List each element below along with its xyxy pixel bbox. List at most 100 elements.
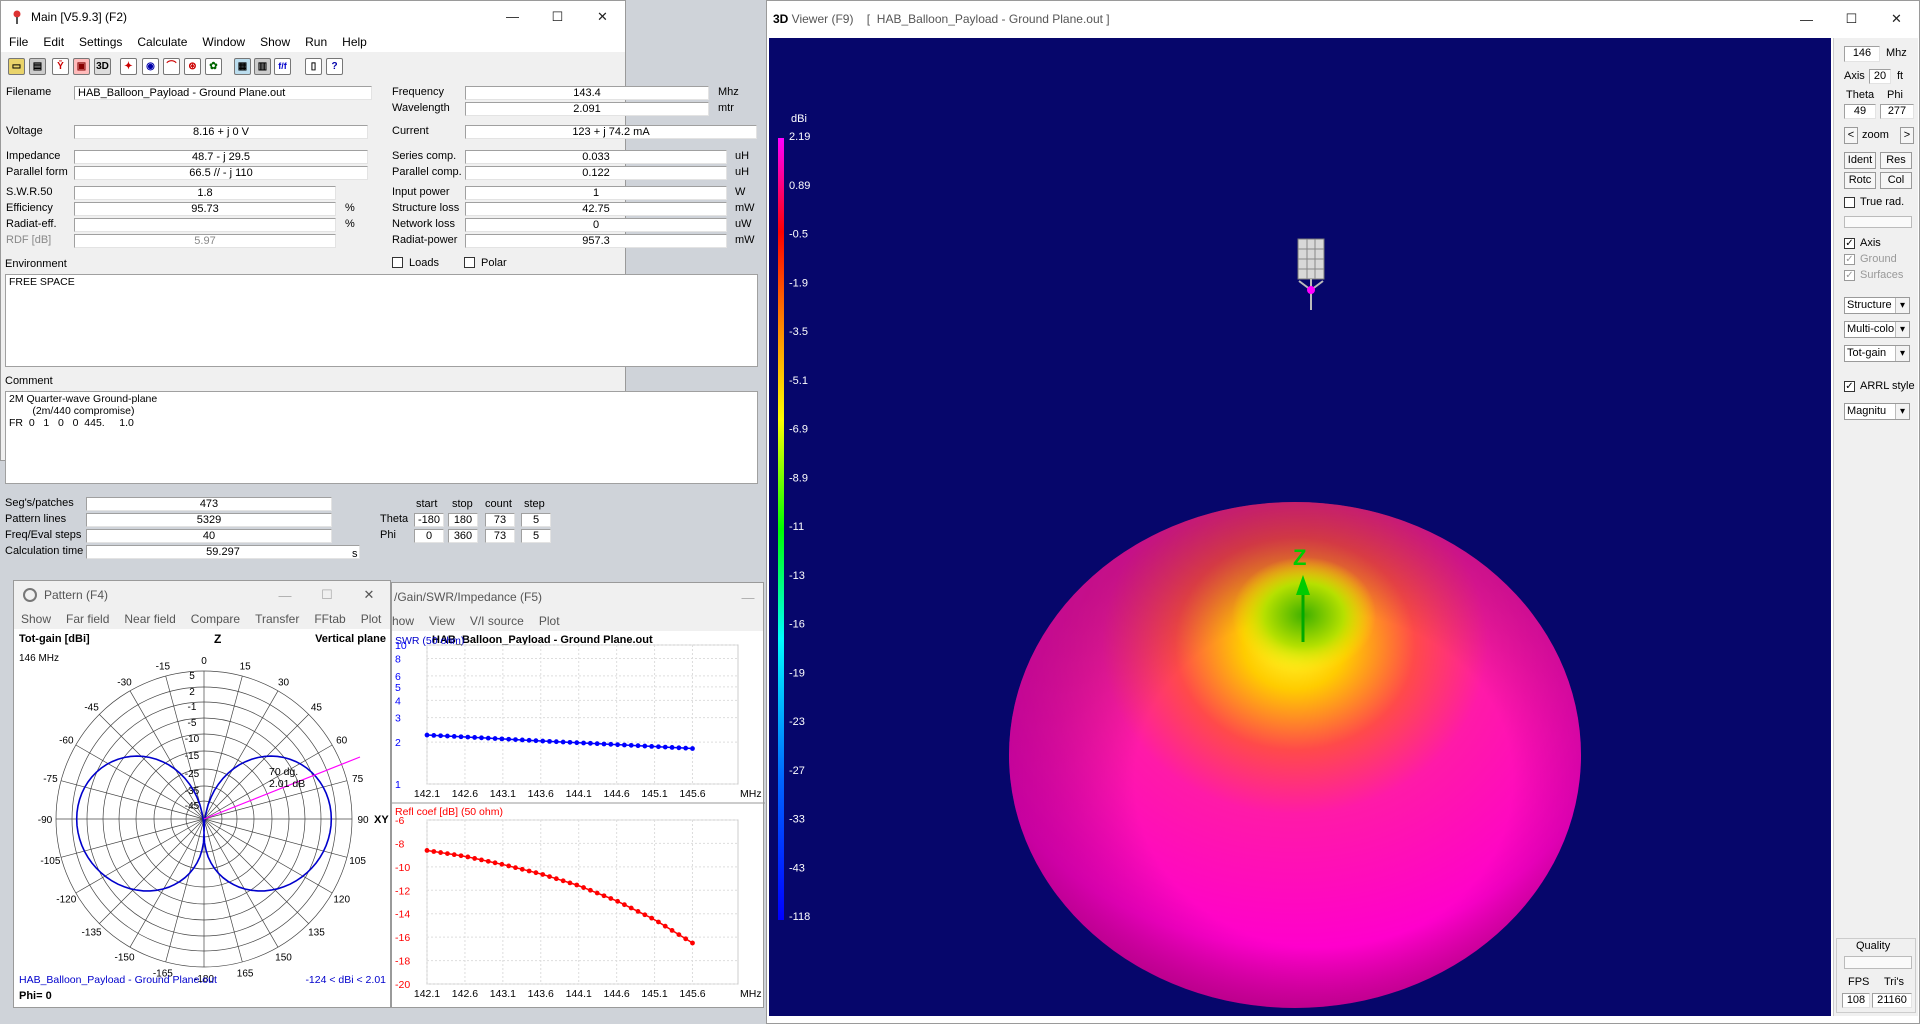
export-icon[interactable]: ▥ bbox=[254, 58, 271, 75]
close-icon[interactable]: ✕ bbox=[597, 8, 608, 24]
calculator-icon[interactable]: ▦ bbox=[234, 58, 251, 75]
polar-angle-label: -15 bbox=[156, 661, 171, 672]
theta-count[interactable]: 73 bbox=[485, 513, 515, 527]
menu-far-field[interactable]: Far field bbox=[66, 612, 110, 626]
arrl-style-label: ARRL style bbox=[1860, 380, 1915, 392]
data-point bbox=[445, 851, 450, 857]
save-icon[interactable]: ▤ bbox=[29, 58, 46, 75]
minimize-icon[interactable]: — bbox=[506, 9, 519, 24]
minimize-icon[interactable]: — bbox=[278, 587, 292, 603]
menu-show[interactable]: Show bbox=[21, 612, 52, 626]
swr-plot[interactable]: HAB_Balloon_Payload - Ground Plane.out S… bbox=[392, 629, 765, 1007]
structure-select[interactable]: Structure bbox=[1844, 297, 1910, 314]
phi-view-input[interactable]: 277 bbox=[1880, 104, 1914, 119]
polar-angle-label: -105 bbox=[40, 856, 60, 867]
axis-size-input[interactable]: 20 bbox=[1869, 69, 1891, 84]
quality-slider[interactable] bbox=[1844, 956, 1912, 969]
surfaces-checkbox[interactable]: ✓ bbox=[1844, 270, 1855, 281]
minimize-icon[interactable]: — bbox=[741, 589, 755, 605]
current-label: Current bbox=[392, 125, 429, 137]
menu-show[interactable]: Show bbox=[260, 35, 291, 49]
theta-view-input[interactable]: 49 bbox=[1844, 104, 1876, 119]
y-tick-label: 4 bbox=[395, 695, 401, 707]
menu-vi-source[interactable]: V/I source bbox=[469, 614, 524, 628]
minimize-icon[interactable]: — bbox=[1800, 11, 1813, 27]
phi-start[interactable]: 0 bbox=[414, 529, 444, 543]
menu-transfer[interactable]: Transfer bbox=[255, 612, 300, 626]
menu-plot[interactable]: Plot bbox=[538, 614, 560, 628]
phi-stop[interactable]: 360 bbox=[448, 529, 478, 543]
smith-icon[interactable]: ✿ bbox=[205, 58, 222, 75]
network-loss-unit: uW bbox=[735, 218, 752, 230]
axis-checkbox[interactable]: ✓ bbox=[1844, 238, 1855, 249]
data-point bbox=[485, 735, 491, 741]
view-icon[interactable]: ✦ bbox=[120, 58, 137, 75]
menu-plot[interactable]: Plot bbox=[360, 612, 382, 626]
freq-input[interactable]: 146 bbox=[1844, 46, 1880, 62]
pattern-icon[interactable]: ⌒ bbox=[163, 58, 180, 75]
3d-icon[interactable]: 3D bbox=[94, 58, 111, 75]
environment-textarea[interactable]: FREE SPACE bbox=[5, 274, 758, 367]
gain-type-select[interactable]: Tot-gain bbox=[1844, 345, 1910, 362]
phi-count[interactable]: 73 bbox=[485, 529, 515, 543]
compare-icon[interactable]: ⊛ bbox=[184, 58, 201, 75]
menu-show[interactable]: how bbox=[392, 614, 415, 628]
loads-checkbox[interactable] bbox=[392, 257, 403, 268]
zoom-in-button[interactable]: > bbox=[1900, 127, 1914, 144]
maximize-icon[interactable]: ☐ bbox=[551, 8, 564, 24]
scale-tick-label: -5.1 bbox=[789, 375, 808, 387]
zoom-out-button[interactable]: < bbox=[1844, 127, 1858, 144]
series-line bbox=[426, 849, 693, 944]
open-icon[interactable]: ▭ bbox=[8, 58, 25, 75]
ident-button[interactable]: Ident bbox=[1844, 152, 1876, 169]
col-button[interactable]: Col bbox=[1880, 172, 1912, 189]
menu-fftab[interactable]: FFtab bbox=[314, 612, 346, 626]
res-button[interactable]: Res bbox=[1880, 152, 1912, 169]
ground-checkbox[interactable]: ✓ bbox=[1844, 254, 1855, 265]
polar-angle-label: -30 bbox=[117, 677, 132, 688]
main-titlebar: Main [V5.9.3] (F2) — ☐ ✕ bbox=[1, 1, 625, 32]
theta-stop[interactable]: 180 bbox=[448, 513, 478, 527]
maximize-icon[interactable]: ☐ bbox=[1845, 11, 1858, 26]
menu-settings[interactable]: Settings bbox=[79, 35, 123, 49]
maximize-icon[interactable]: ☐ bbox=[321, 587, 333, 602]
comment-textarea[interactable]: 2M Quarter-wave Ground-plane (2m/440 com… bbox=[5, 391, 758, 484]
close-icon[interactable]: ✕ bbox=[1891, 11, 1902, 26]
menu-near-field[interactable]: Near field bbox=[124, 612, 176, 626]
arrl-style-checkbox[interactable]: ✓ bbox=[1844, 381, 1855, 392]
help-icon[interactable]: ? bbox=[326, 58, 343, 75]
menu-edit[interactable]: Edit bbox=[43, 35, 65, 49]
comment-label: Comment bbox=[5, 375, 53, 387]
polar-checkbox[interactable] bbox=[464, 257, 475, 268]
y-tick-label: -20 bbox=[395, 979, 410, 991]
efficiency-field: 95.73 bbox=[74, 202, 336, 216]
scale-tick-label: -118 bbox=[789, 911, 810, 923]
geometry-icon[interactable]: ▣ bbox=[73, 58, 90, 75]
phi-step[interactable]: 5 bbox=[521, 529, 551, 543]
copy-icon[interactable]: ▯ bbox=[305, 58, 322, 75]
menu-calculate[interactable]: Calculate bbox=[137, 35, 188, 49]
close-icon[interactable]: ✕ bbox=[363, 587, 375, 602]
menu-help[interactable]: Help bbox=[342, 35, 367, 49]
y-tick-label: 6 bbox=[395, 671, 401, 683]
menu-file[interactable]: File bbox=[9, 35, 29, 49]
x-tick-label: 142.6 bbox=[452, 988, 478, 1000]
menu-run[interactable]: Run bbox=[305, 35, 328, 49]
true-rad-slider[interactable] bbox=[1844, 216, 1912, 228]
antenna-icon[interactable]: Ȳ bbox=[52, 58, 69, 75]
theta-start[interactable]: -180 bbox=[414, 513, 444, 527]
fft-icon[interactable]: f/f bbox=[274, 58, 291, 75]
theta-step[interactable]: 5 bbox=[521, 513, 551, 527]
rotc-button[interactable]: Rotc bbox=[1844, 172, 1876, 189]
polar-plot[interactable]: Tot-gain [dBi] Vertical plane 146 MHz 0 1… bbox=[14, 629, 392, 1007]
viewer-canvas[interactable]: dBi 2.19 0.89 -0.5 -1.9 -3.5 -5.1 -6.9 -8.9 -11 -… bbox=[769, 38, 1831, 1016]
true-rad-checkbox[interactable] bbox=[1844, 197, 1855, 208]
menu-view[interactable]: View bbox=[429, 614, 455, 628]
menu-window[interactable]: Window bbox=[202, 35, 246, 49]
menu-compare[interactable]: Compare bbox=[190, 612, 241, 626]
chart-icon[interactable]: ◉ bbox=[142, 58, 159, 75]
refl-bottom-chart: 142.1 142.6 143.1 143.6 144.1 144.6 145.1 145.6… bbox=[395, 815, 762, 1000]
color-mode-select[interactable]: Multi-colo bbox=[1844, 321, 1910, 338]
magnitude-select[interactable]: Magnitu bbox=[1844, 403, 1910, 420]
data-point bbox=[479, 857, 484, 863]
